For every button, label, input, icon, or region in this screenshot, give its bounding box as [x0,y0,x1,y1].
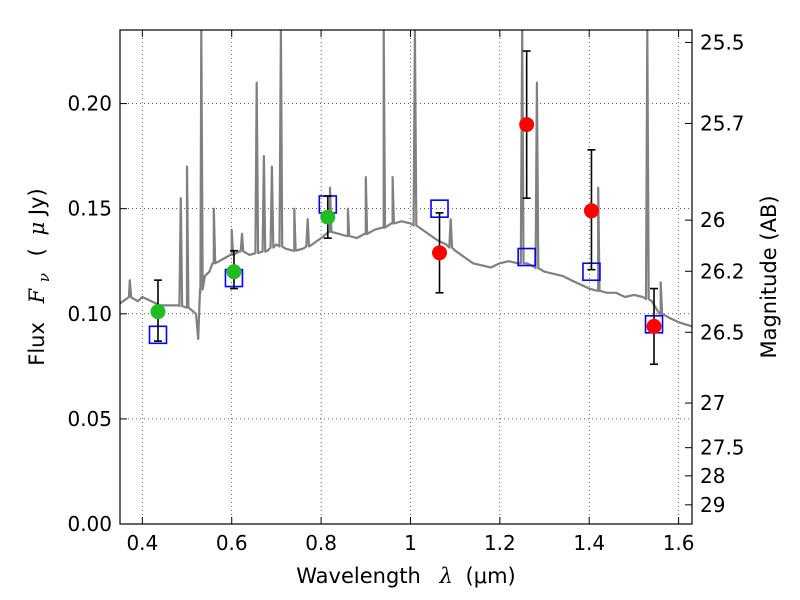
y2-tick-label: 27 [700,391,725,415]
y-axis-subscript: ν [35,273,53,282]
nir-data-point [519,117,535,133]
y2-tick-label: 26.2 [700,259,745,283]
y2-tick-label: 27.5 [700,436,745,460]
x-axis-symbol: λ [439,564,453,588]
y-axis-unit-mu: μ [25,222,49,236]
y2-tick-label: 25.5 [700,30,745,54]
plot-frame [119,29,693,525]
x-axis-title: Wavelength λ (μm) [296,564,515,588]
optical-data-point [150,304,166,320]
y-tick-label: 0.00 [67,512,112,536]
y-ticks: 0.00 0.05 0.10 0.15 0.20 [67,92,127,536]
y2-tick-label: 29 [700,493,725,517]
x-axis-title-text: Wavelength [296,564,421,588]
x-tick-label: 1 [404,531,417,555]
y2-tick-label: 26.5 [700,320,745,344]
model-photometry-point [517,247,536,267]
clipped-series [120,30,692,366]
x-tick-label: 1.2 [484,531,516,555]
nir-data-point [432,245,448,261]
y2-tick-label: 26 [700,208,725,232]
y-axis-title: Flux F ν ( μ Jy) [25,188,54,365]
y-tick-label: 0.10 [67,302,112,326]
y-tick-label: 0.15 [67,197,112,221]
y2-axis-title: Magnitude (AB) [757,195,781,358]
optical-data-point [226,264,242,280]
nir-data-point [583,203,599,219]
y-tick-label: 0.05 [67,407,112,431]
optical-data-point [320,209,336,225]
x-ticks: 0.4 0.6 0.8 1 1.2 1.4 1.6 [126,30,695,555]
sed-model-line [120,30,692,341]
x-tick-label: 1.6 [663,531,695,555]
y2-tick-label: 28 [700,464,725,488]
x-tick-label: 0.4 [126,531,158,555]
y-axis-unit-open: ( [25,248,49,256]
y-axis-symbol: F [25,287,49,304]
plot-area [120,30,692,366]
y-axis-title-text: Flux [25,322,49,366]
y2-tick-label: 25.7 [700,111,745,135]
x-tick-label: 1.4 [573,531,605,555]
x-tick-label: 0.8 [305,531,337,555]
y-tick-label: 0.20 [67,92,112,116]
nir-data-point [646,318,662,334]
x-tick-label: 0.6 [216,531,248,555]
y-axis-unit: Jy) [25,188,49,217]
x-axis-unit: (μm) [466,564,516,588]
y2-ticks: 25.5 25.7 26 26.2 26.5 27 27.5 28 29 [685,30,745,517]
